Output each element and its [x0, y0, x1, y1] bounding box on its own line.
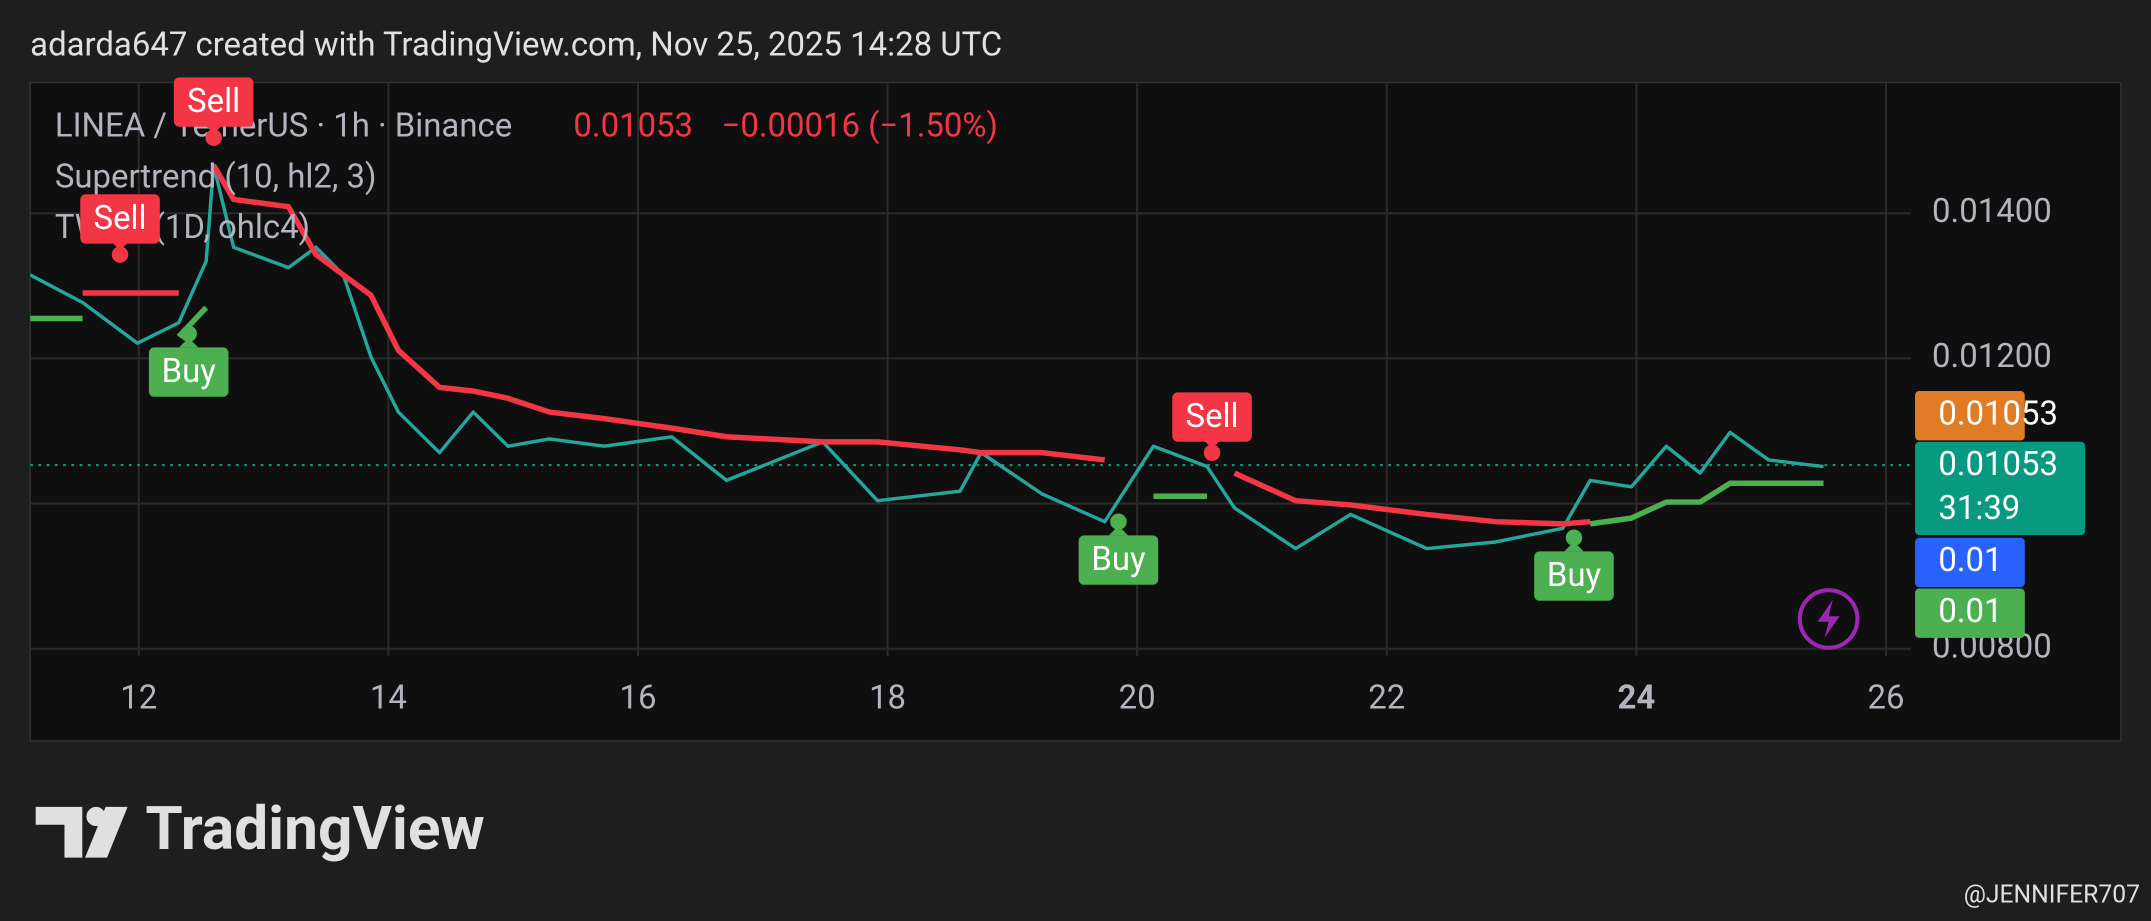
- signal-point: [1110, 513, 1127, 530]
- indicator-legend: Supertrend (10, hl2, 3): [55, 157, 377, 196]
- signal-marker: Buy: [1534, 529, 1614, 601]
- watermark: @JENNIFER707: [1964, 881, 2140, 910]
- signal-box: [1534, 551, 1614, 601]
- price-change: −0.00016 (−1.50%): [722, 107, 998, 146]
- signal-box: [1172, 392, 1252, 442]
- signal-point: [111, 246, 129, 263]
- signal-marker: Sell: [1172, 392, 1252, 461]
- signal-label: Sell: [1186, 397, 1239, 436]
- signal-label: Buy: [162, 352, 217, 391]
- signal-point: [205, 129, 222, 146]
- chart-panel: [29, 81, 2122, 742]
- signal-label: Sell: [187, 82, 240, 121]
- signal-label: Buy: [1091, 540, 1146, 579]
- price-tag: [1915, 391, 2025, 441]
- signal-pointer: [1564, 541, 1584, 552]
- price-line: [30, 163, 1824, 551]
- supertrend-line: [30, 305, 1824, 527]
- price-tag: [1915, 537, 2025, 588]
- signal-point: [1203, 444, 1221, 461]
- x-tick-label: 16: [619, 679, 656, 718]
- price-tag-label: 0.01: [1938, 541, 2002, 580]
- price-tag-label: 0.01: [1938, 592, 2002, 631]
- brand: TradingView: [145, 793, 484, 864]
- signal-label: Buy: [1547, 556, 1602, 595]
- plot-area: [30, 82, 1911, 656]
- signal-marker: Sell: [173, 77, 254, 146]
- signal-pointer: [179, 337, 199, 348]
- symbol-title: LINEA / TetherUS · 1h · Binance: [55, 107, 512, 146]
- price-tag-countdown: 31:39: [1938, 489, 2020, 528]
- signal-marker: Buy: [1078, 513, 1159, 585]
- signal-point: [1565, 529, 1583, 546]
- x-tick-label: 24: [1617, 679, 1655, 718]
- signal-marker: Buy: [148, 325, 229, 397]
- alert-icon[interactable]: [1797, 588, 1860, 650]
- y-tick-label: 0.01200: [1932, 337, 2052, 376]
- price-tag-label: 0.01053: [1938, 394, 2058, 433]
- signal-point: [180, 325, 197, 342]
- price-tag: [1915, 588, 2025, 638]
- price-tag-label: 0.01053: [1938, 445, 2058, 484]
- x-tick-label: 20: [1119, 679, 1156, 718]
- signal-box: [173, 77, 254, 127]
- x-tick-label: 26: [1867, 679, 1904, 718]
- signal-box: [1078, 535, 1159, 585]
- x-tick-label: 18: [869, 679, 906, 718]
- y-tick-label: 0.01400: [1932, 192, 2052, 231]
- signal-marker: Sell: [80, 194, 160, 263]
- supertrend-line: [82, 163, 1591, 527]
- logo: [35, 806, 128, 858]
- last-price: 0.01053: [573, 107, 693, 146]
- signal-box: [80, 194, 160, 244]
- signal-label: Sell: [94, 199, 147, 238]
- credit: adarda647 created with TradingView.com, …: [30, 26, 1002, 65]
- signal-pointer: [1108, 525, 1129, 536]
- x-tick-label: 12: [120, 679, 157, 718]
- x-tick-label: 14: [370, 679, 407, 718]
- x-tick-label: 22: [1368, 679, 1405, 718]
- plot: [30, 82, 1911, 656]
- price-tag: [1915, 441, 2086, 536]
- signal-box: [148, 347, 229, 397]
